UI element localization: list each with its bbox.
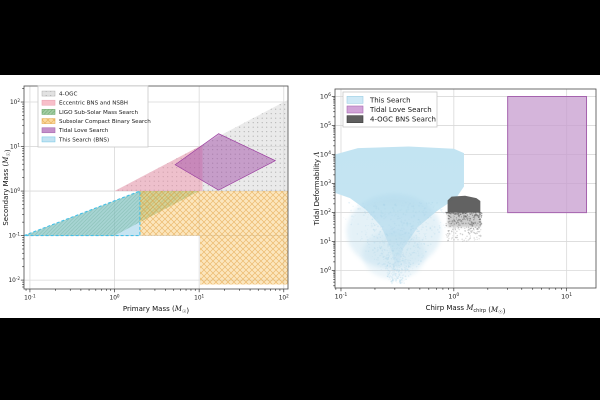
region-ogc-bns-scatter <box>445 211 483 242</box>
legend-item-this-search: This Search <box>346 96 411 104</box>
tidal-plane-frame <box>334 88 597 289</box>
tidal-plane-ylabel: Tidal Deformability Λ <box>313 152 321 227</box>
legend-item-4-ogc-bns-search: 4-OGC BNS Search <box>346 115 436 124</box>
legend-label-4-ogc: 4-OGC <box>59 92 77 98</box>
region-this-search-scatter <box>342 193 465 285</box>
legend-label-subsolar-compact-binary-search: Subsolar Compact Binary Search <box>59 119 151 125</box>
legend-item-tidal-love-search: Tidal Love Search <box>346 105 432 114</box>
region-this-search-bns <box>24 190 141 237</box>
mass-plane-legend: 4-OGC Eccentric BNS and NSBH LIGO Sub-Sola… <box>37 85 151 148</box>
region-tidal-love-search <box>507 96 588 214</box>
tidal-plane-ytick: 105 <box>320 121 331 129</box>
tidal-plane-ytick: 106 <box>320 92 331 100</box>
legend-swatch-this-search-bns <box>41 136 56 143</box>
region-eccentric-bns-and-nsbh <box>114 144 203 192</box>
legend-item-4-ogc: 4-OGC <box>41 90 77 98</box>
mass-plane-ylabel: Secondary Mass (M☉) <box>2 149 12 226</box>
mass-plane: 10-1 100 101 102 102 101 100 10-1 10-2 Primary Ma… <box>2 85 289 315</box>
mass-plane-xtick: 100 <box>110 293 120 301</box>
mass-plane-ytick: 101 <box>10 142 20 150</box>
legend-item-tidal-love-search: Tidal Love Search <box>41 127 109 134</box>
legend-label-tidal-love-search: Tidal Love Search <box>58 128 109 134</box>
legend-label-eccentric-bns-and-nsbh: Eccentric BNS and NSBH <box>59 101 128 107</box>
legend-label-4-ogc-bns-search: 4-OGC BNS Search <box>370 116 436 124</box>
region-4-ogc-bns-search <box>447 195 481 213</box>
mass-plane-ytick: 100 <box>10 187 20 195</box>
region-tidal-love-search <box>174 133 277 191</box>
mass-plane-ytick: 102 <box>10 98 20 106</box>
legend-swatch-tidal-love-search <box>346 105 364 114</box>
region-subsolar-compact-binary-search <box>139 191 288 285</box>
tidal-plane-ytick: 102 <box>320 208 331 216</box>
tidal-plane-xtick: 100 <box>448 292 459 300</box>
legend-label-tidal-love-search: Tidal Love Search <box>369 106 432 114</box>
tidal-plane-legend: This Search Tidal Love Search 4-OGC BNS Se… <box>342 91 438 128</box>
mass-plane-xlabel: Primary Mass (M☉) <box>123 305 190 315</box>
mass-plane-xtick: 101 <box>194 293 204 301</box>
mass-plane-xtick: 10-1 <box>24 293 36 301</box>
tidal-plane-xlabel: Chirp Mass Mchirp (M☉) <box>426 304 506 316</box>
mass-plane-legend-box <box>37 85 149 148</box>
tidal-plane-tick-labels: 10-1 100 101 106 105 104 103 102 101 100 <box>320 92 572 300</box>
legend-item-this-search-bns: This Search (BNS) <box>41 136 109 143</box>
tidal-plane-xtick: 10-1 <box>335 292 348 300</box>
legend-item-subsolar-compact-binary-search: Subsolar Compact Binary Search <box>41 118 151 125</box>
mass-plane-ytick: 10-1 <box>8 231 20 239</box>
tidal-plane: 10-1 100 101 106 105 104 103 102 101 100 Chirp Mas… <box>313 88 597 316</box>
mass-plane-frame <box>23 85 289 290</box>
tidal-plane-regions <box>335 96 588 285</box>
tidal-plane-ytick: 104 <box>320 150 331 158</box>
legend-swatch-tidal-love-search <box>41 127 56 134</box>
tidal-plane-ytick: 101 <box>320 237 331 245</box>
legend-swatch-eccentric-bns-and-nsbh <box>41 99 56 106</box>
legend-swatch-4-ogc-bns-search <box>346 115 364 123</box>
legend-label-this-search: This Search <box>369 96 411 104</box>
legend-item-ligo-sub-solar-mass-search: LIGO Sub-Solar Mass Search <box>41 109 139 116</box>
legend-label-ligo-sub-solar-mass-search: LIGO Sub-Solar Mass Search <box>59 110 139 116</box>
mass-plane-tick-labels: 10-1 100 101 102 102 101 100 10-1 10-2 <box>8 98 289 302</box>
mass-plane-regions <box>24 99 288 285</box>
mass-plane-ytick: 10-2 <box>8 276 20 284</box>
legend-item-eccentric-bns-and-nsbh: Eccentric BNS and NSBH <box>41 99 128 107</box>
tidal-plane-ytick: 103 <box>320 179 331 187</box>
mass-plane-ticks <box>20 88 285 293</box>
legend-label-this-search-bns: This Search (BNS) <box>58 137 109 143</box>
legend-swatch-this-search <box>346 96 364 104</box>
tidal-plane-ticks <box>331 96 568 292</box>
mass-plane-xtick: 102 <box>279 293 289 301</box>
tidal-plane-xtick: 101 <box>561 292 572 300</box>
tidal-plane-ytick: 100 <box>320 266 331 274</box>
